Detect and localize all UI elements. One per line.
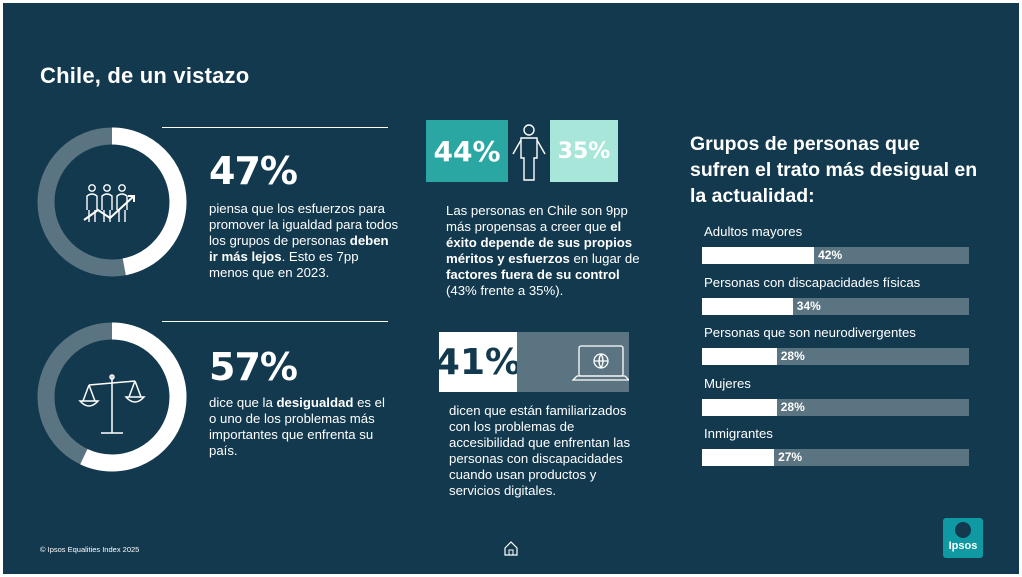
bar-track: 27% [702,449,969,466]
comparison-35-tile: 35% [550,120,618,182]
bar [702,398,777,416]
logo-circle [955,522,971,538]
donut-47 [37,127,187,277]
stat1-text|stat1-part: deben ir más lejos [209,233,389,264]
stat1-text|stat1-part: . Esto es 7pp menos que en 2023. [209,249,359,280]
bar-track: 42% [702,247,969,264]
bar [702,297,793,315]
stat-57-value: 57% [209,345,298,389]
laptop-globe-icon [571,345,631,381]
comparison-text|compare-part: el éxito depende de sus propios méritos … [446,219,633,266]
scales-icon [78,374,146,434]
comparison-text|compare-part: en lugar de [569,251,640,266]
ipsos-logo: Ipsos [943,518,983,558]
stat2-text|stat2-part: desigualdad [276,395,354,410]
bar-category-label: Personas con discapacidades físicas [704,274,921,290]
people-growth-icon [83,184,135,222]
divider-line [162,321,388,322]
page-title: Chile, de un vistazo [40,63,250,88]
chart-title: Grupos de personas que sufren el trato m… [690,133,978,207]
comparison-text|compare-part: (43% frente a 35%). [446,283,564,298]
bar-category-label: Inmigrantes [704,426,773,441]
stat-41-text: dicen que están familiarizados con los p… [449,403,631,498]
divider-line [162,127,388,128]
footer-copyright: © Ipsos Equalities Index 2025 [40,545,140,554]
stat-57-text: dice que la desigualdad es el o uno de l… [209,395,394,459]
person-icon [512,124,546,181]
bar [702,449,775,466]
bar-track: 28% [702,398,969,416]
stat2-text|stat2-part: dice que la [209,395,277,410]
bar-category-label: Personas que son neurodivergentes [704,325,916,340]
bar-category-label: Mujeres [704,375,751,391]
bar [702,247,815,264]
bar-track: 34% [702,297,969,315]
stat-47-text: piensa que los esfuerzos para promover l… [209,201,399,281]
bar-value-label: 42% [818,248,843,262]
stat-47-value: 47% [209,149,298,193]
stat1-text|stat1-part: piensa que los esfuerzos para promover l… [209,201,399,248]
stat2-text|stat2-part: es el o uno de los problemas más importa… [209,395,385,458]
bar-value-label: 34% [796,298,821,313]
donut-57 [37,322,187,472]
bar [702,348,777,365]
home-icon[interactable] [503,540,519,556]
donut-fill [37,322,187,472]
bar-track: 28% [702,348,969,365]
stat-41-value: 41% [435,332,521,392]
comparison-text: Las personas en Chile son 9pp más propen… [446,203,651,299]
slide: Chile, de un vistazo 47% piensa que los … [3,3,1019,574]
bar-value-label: 28% [780,399,805,414]
donut-fill [37,127,187,277]
comparison-text|compare-part: factores fuera de su control [446,267,620,282]
bar-value-label: 27% [778,450,803,464]
logo-text: Ipsos [948,540,978,552]
stat-41-icon-panel [517,332,631,392]
comparison-text|compare-part: Las personas en Chile son 9pp más propen… [446,203,628,234]
comparison-44-tile: 44% [426,120,508,182]
bar-value-label: 28% [780,349,805,363]
bar-category-label: Adultos mayores [704,224,803,239]
